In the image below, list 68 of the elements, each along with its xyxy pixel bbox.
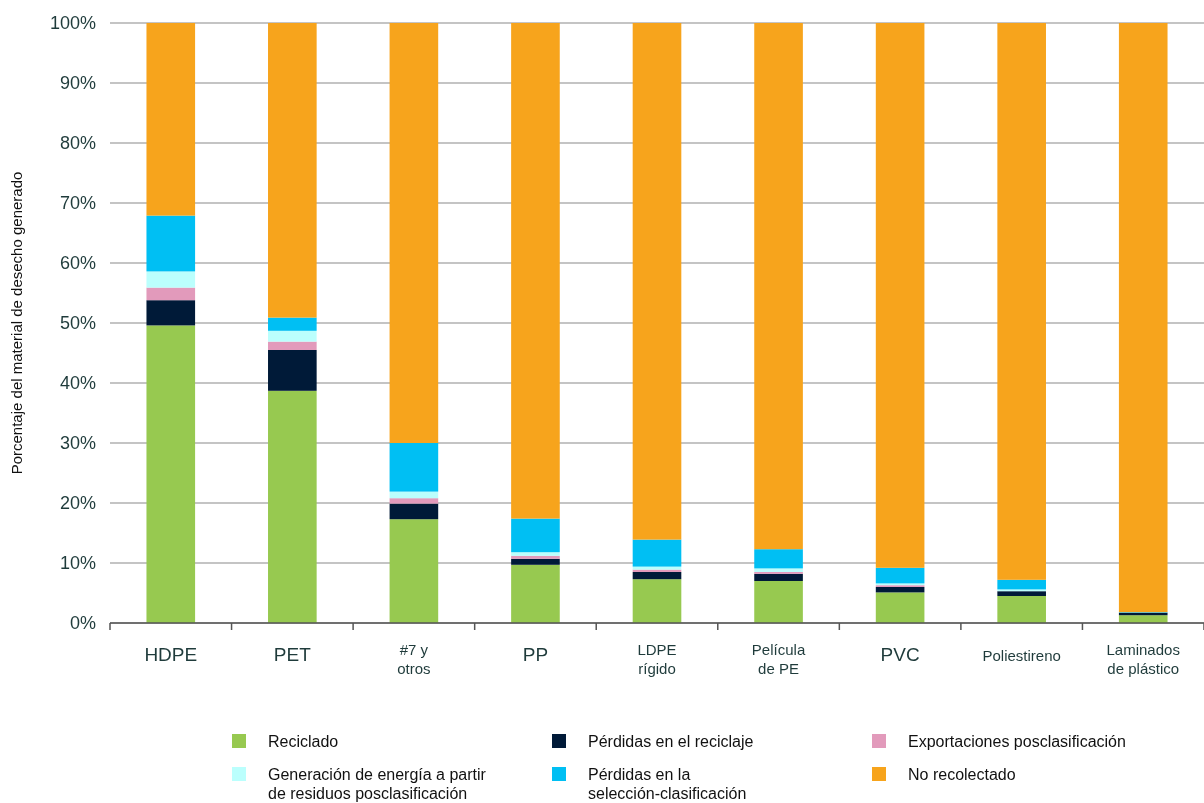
- bar: [997, 591, 1046, 596]
- x-tick-label: PET: [273, 644, 312, 665]
- bar: [389, 519, 439, 623]
- bar: [268, 330, 317, 342]
- y-tick-label: 50%: [59, 313, 96, 334]
- y-tick-label: 10%: [59, 553, 96, 574]
- y-tick-label: 40%: [59, 373, 96, 394]
- x-tick-label: #7 y otros: [397, 641, 431, 677]
- bar: [1118, 23, 1168, 613]
- bar: [875, 587, 925, 593]
- bar: [997, 596, 1046, 623]
- bar: [146, 325, 196, 623]
- y-tick-label: 20%: [59, 493, 96, 514]
- y-tick-label: 100%: [49, 13, 96, 34]
- y-tick-label: 90%: [59, 73, 96, 94]
- bar: [875, 592, 925, 623]
- bar: [875, 567, 925, 584]
- bar: [754, 549, 803, 569]
- bar: [389, 498, 439, 504]
- bar: [146, 271, 196, 288]
- bar: [1118, 615, 1168, 623]
- bar: [268, 390, 317, 623]
- bar: [146, 215, 196, 272]
- bar: [389, 443, 439, 492]
- y-tick-label: 80%: [59, 133, 96, 154]
- bar: [511, 23, 560, 519]
- x-tick-label: HDPE: [144, 644, 198, 665]
- y-axis-title: Porcentaje del material de desecho generado: [8, 171, 25, 475]
- bar: [268, 341, 317, 350]
- bar: [389, 503, 439, 520]
- bar: [632, 579, 682, 623]
- bar: [754, 23, 803, 550]
- bar: [511, 558, 560, 565]
- legend-label: Reciclado: [268, 733, 339, 750]
- x-tick-label: Película de PE: [751, 641, 806, 677]
- bar: [268, 23, 317, 318]
- bar: [389, 491, 439, 499]
- x-tick-label: PVC: [880, 644, 920, 665]
- bar: [754, 573, 803, 581]
- x-tick-label: LDPE rígido: [637, 641, 677, 677]
- bar: [632, 539, 682, 567]
- y-tick-label: 0%: [69, 613, 96, 634]
- bar: [754, 581, 803, 623]
- bar: [511, 564, 560, 623]
- legend-label: Generación de energía a partir de residuos posclasificación: [268, 766, 487, 802]
- bar: [632, 23, 682, 540]
- x-tick-label: Poliestireno: [982, 647, 1061, 664]
- y-tick-label: 70%: [59, 193, 96, 214]
- bar: [268, 317, 317, 331]
- bar: [146, 287, 196, 301]
- bar: [389, 23, 439, 443]
- bar: [997, 579, 1046, 590]
- bar: [146, 300, 196, 326]
- legend-label: Exportaciones posclasificación: [908, 733, 1126, 750]
- bar: [632, 572, 682, 580]
- bar: [146, 23, 196, 216]
- bar: [754, 568, 803, 572]
- bar: [511, 518, 560, 553]
- bar: [997, 23, 1046, 580]
- legend-label: Pérdidas en el reciclaje: [588, 733, 754, 750]
- y-tick-label: 30%: [59, 433, 96, 454]
- bar: [268, 350, 317, 391]
- y-tick-label: 60%: [59, 253, 96, 274]
- legend-label: No recolectado: [908, 766, 1016, 783]
- x-tick-label: PP: [522, 644, 549, 665]
- bar: [875, 23, 925, 568]
- legend-label: Pérdidas en la selección-clasificación: [588, 766, 747, 802]
- x-tick-label: Laminados de plástico: [1106, 641, 1180, 677]
